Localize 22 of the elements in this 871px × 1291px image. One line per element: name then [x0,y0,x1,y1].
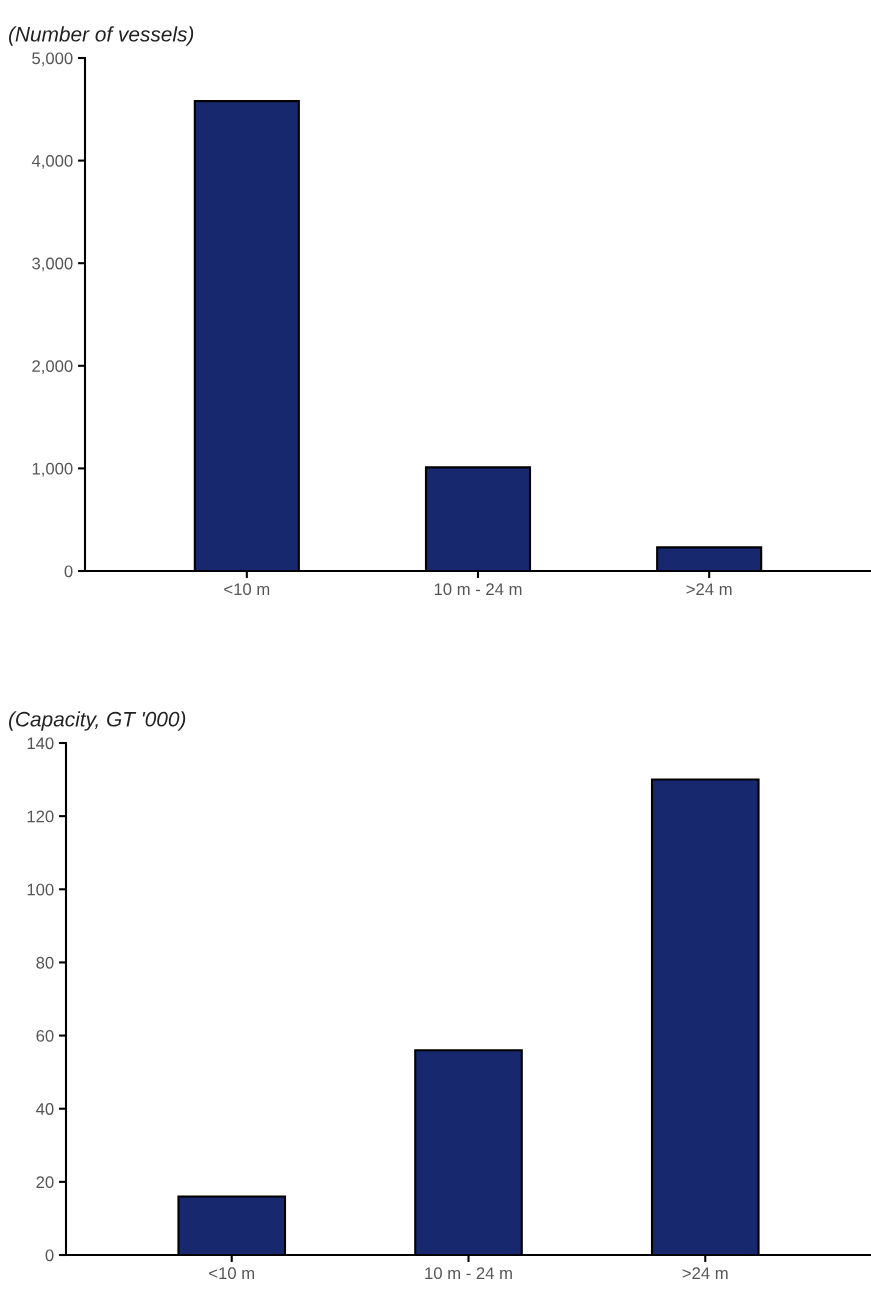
y-tick-label: 3,000 [32,257,73,272]
x-tick-label: >24 m [686,583,732,595]
y-tick-label: 0 [45,1249,54,1262]
y-tick-label: 60 [36,1029,54,1042]
y-tick-label: 0 [64,565,73,578]
y-tick-label: 80 [36,956,54,969]
y-tick-label: 4,000 [31,155,73,169]
y-tick-label: 100 [27,883,54,896]
x-tick-label: <10 m [224,583,270,596]
y-tick-label: 120 [27,810,54,823]
y-tick-label: 20 [36,1176,54,1189]
x-tick-label: 10 m - 24 m [425,1267,512,1280]
x-tick-label: 10 m - 24 m [434,583,522,596]
y-axis-title: (Capacity, GT '000) [8,711,186,731]
y-tick-label: 1,000 [32,462,73,477]
x-tick-label: <10 m [209,1267,255,1280]
y-tick-label: 5,000 [32,52,73,67]
y-tick-label: 140 [27,737,54,750]
y-tick-label: 2,000 [32,360,73,374]
y-axis-title: (Number of vessels) [8,26,194,46]
x-tick-label: >24 m [682,1267,728,1279]
y-tick-label: 40 [36,1103,54,1115]
